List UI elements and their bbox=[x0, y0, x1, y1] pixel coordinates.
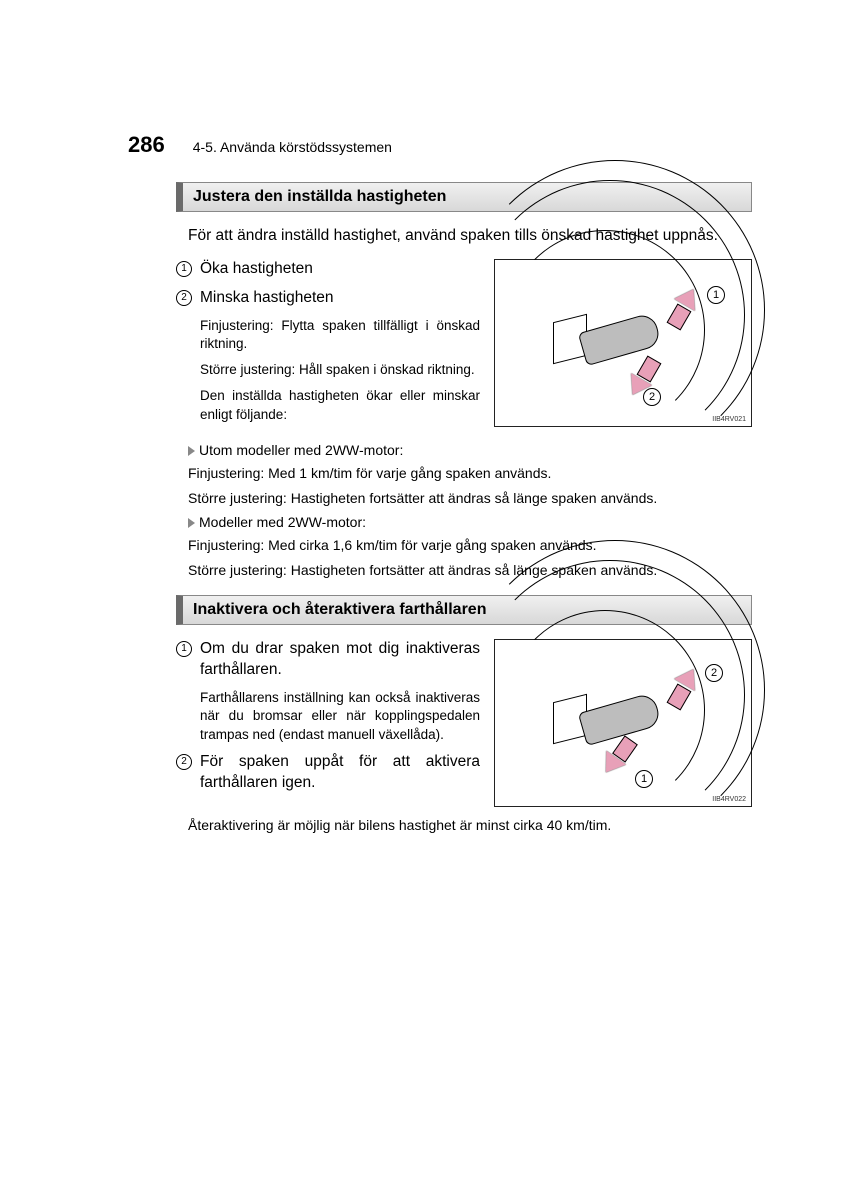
item-text: Öka hastigheten bbox=[200, 259, 313, 280]
figure-id: IIB4RV021 bbox=[712, 416, 746, 423]
page-number: 286 bbox=[128, 132, 165, 158]
list-item: 2 För spaken uppåt för att aktivera fart… bbox=[176, 752, 480, 794]
figure-lever-1: 1 2 IIB4RV021 bbox=[494, 259, 752, 427]
number-marker-1: 1 bbox=[176, 261, 192, 277]
detail-text: Större justering: Hastigheten fortsätter… bbox=[176, 489, 752, 508]
item-text: Minska hastigheten bbox=[200, 288, 334, 309]
list-item: 1 Öka hastigheten bbox=[176, 259, 480, 280]
triangle-bullet-icon bbox=[188, 518, 195, 528]
sub-text: Den inställda hastigheten ökar eller min… bbox=[176, 387, 480, 423]
left-column: 1 Öka hastigheten 2 Minska hastigheten F… bbox=[176, 259, 480, 432]
number-marker-2: 2 bbox=[176, 290, 192, 306]
figure-label-2: 2 bbox=[643, 388, 661, 406]
figure-id: IIB4RV022 bbox=[712, 796, 746, 803]
page-header: 286 4-5. Använda körstödssystemen bbox=[128, 132, 752, 158]
two-column-block-2: 1 Om du drar spaken mot dig inaktiveras … bbox=[176, 639, 752, 807]
list-item: 1 Om du drar spaken mot dig inaktiveras … bbox=[176, 639, 480, 681]
item-text: För spaken uppåt för att aktivera farthå… bbox=[200, 752, 480, 794]
bullet-line: Modeller med 2WW-motor: bbox=[176, 514, 752, 530]
two-column-block-1: 1 Öka hastigheten 2 Minska hastigheten F… bbox=[176, 259, 752, 432]
sub-text: Finjustering: Flytta spaken tillfälligt … bbox=[176, 317, 480, 353]
item-text: Om du drar spaken mot dig inaktiveras fa… bbox=[200, 639, 480, 681]
left-column: 1 Om du drar spaken mot dig inaktiveras … bbox=[176, 639, 480, 807]
detail-text: Finjustering: Med 1 km/tim för varje gån… bbox=[176, 464, 752, 483]
bullet-text: Utom modeller med 2WW-motor: bbox=[199, 442, 403, 458]
sub-text: Farthållarens inställning kan också inak… bbox=[176, 689, 480, 744]
section-path: 4-5. Använda körstödssystemen bbox=[193, 139, 392, 155]
page: 286 4-5. Använda körstödssystemen Juster… bbox=[0, 0, 848, 833]
sub-text: Större justering: Håll spaken i önskad r… bbox=[176, 361, 480, 379]
bullet-text: Modeller med 2WW-motor: bbox=[199, 514, 366, 530]
number-marker-1: 1 bbox=[176, 641, 192, 657]
list-item: 2 Minska hastigheten bbox=[176, 288, 480, 309]
triangle-bullet-icon bbox=[188, 446, 195, 456]
content-area: Justera den inställda hastigheten För at… bbox=[128, 182, 752, 833]
number-marker-2: 2 bbox=[176, 754, 192, 770]
figure-label-1: 1 bbox=[707, 286, 725, 304]
figure-lever-2: 1 2 IIB4RV022 bbox=[494, 639, 752, 807]
